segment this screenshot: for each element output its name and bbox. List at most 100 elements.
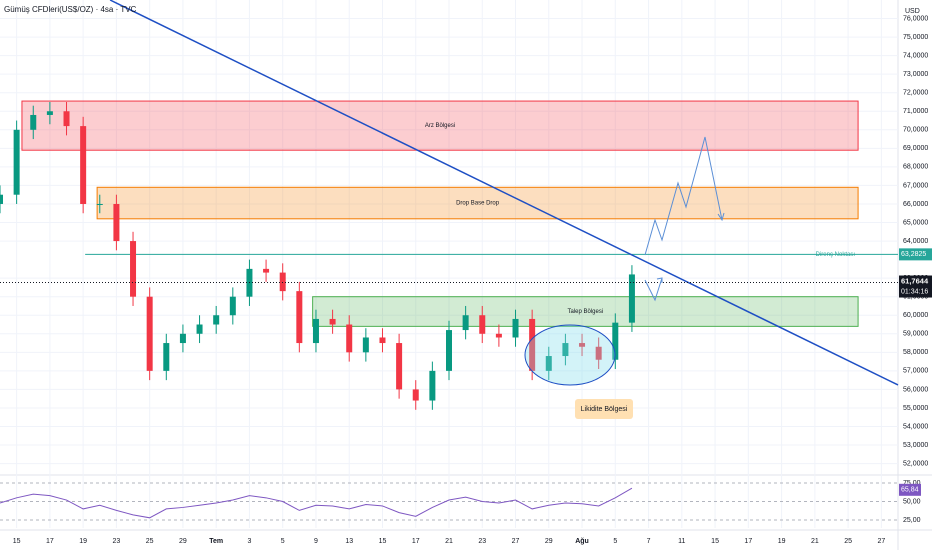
y-tick-label: 60,0000 xyxy=(903,312,928,319)
projection-arrow xyxy=(717,212,725,222)
y-tick-label: 69,0000 xyxy=(903,145,928,152)
x-tick-label: 29 xyxy=(545,538,553,545)
y-tick-label: 56,0000 xyxy=(903,386,928,393)
candle-body xyxy=(130,241,137,297)
candle-body xyxy=(0,194,3,204)
projection-arrow xyxy=(656,277,663,283)
liquidity-label: Likidite Bölgesi xyxy=(581,406,628,413)
candle-body xyxy=(529,318,536,371)
candle-body xyxy=(628,274,635,323)
x-tick-label: 9 xyxy=(314,538,318,545)
zone-label: Arz Bölgesi xyxy=(425,123,455,129)
y-tick-label: 70,0000 xyxy=(903,127,928,134)
candle-body xyxy=(163,343,170,371)
zone-label: Drop Base Drop xyxy=(456,201,500,207)
candle-body xyxy=(229,296,236,316)
resistance-tag xyxy=(899,248,932,261)
candle-body xyxy=(146,296,153,371)
candle-body xyxy=(545,356,552,371)
x-tick-label: Ağu xyxy=(575,538,589,545)
projection-path xyxy=(644,136,723,256)
rsi-tag xyxy=(899,483,921,496)
y-tick-label: 68,0000 xyxy=(903,164,928,171)
candle-body xyxy=(279,272,286,292)
candle-body xyxy=(179,333,186,344)
y-tick-label: 64,0000 xyxy=(903,238,928,245)
candle-body xyxy=(446,330,452,371)
candle-body xyxy=(612,322,619,360)
candle-body xyxy=(30,114,37,130)
candle-body xyxy=(263,268,270,273)
zone-label: Talep Bölgesi xyxy=(568,309,604,315)
x-tick-label: 25 xyxy=(146,538,154,545)
x-tick-label: 23 xyxy=(113,538,121,545)
candle-body xyxy=(595,346,602,360)
candle-body xyxy=(512,318,519,338)
candle-body xyxy=(346,324,353,353)
y-tick-label: 58,0000 xyxy=(903,349,928,356)
zone xyxy=(96,186,859,220)
rsi-line xyxy=(0,487,633,519)
countdown: 01:34:16 xyxy=(901,288,928,295)
x-tick-label: 17 xyxy=(744,538,752,545)
x-tick-label: 7 xyxy=(647,538,651,545)
x-tick-label: 27 xyxy=(512,538,520,545)
symbol-title: Gümüş CFDleri(US$/OZ) · 4sa · TVC xyxy=(4,5,137,14)
x-tick-label: 5 xyxy=(281,538,285,545)
candle-body xyxy=(63,111,70,127)
projection-path xyxy=(644,277,663,302)
candle-body xyxy=(412,389,419,401)
candle-body xyxy=(80,126,87,204)
candle-body xyxy=(495,333,502,338)
liquidity-ellipse xyxy=(524,324,616,386)
y-tick-label: 73,0000 xyxy=(903,71,928,78)
x-tick-label: 15 xyxy=(379,538,387,545)
last-price-value: 61,7644 xyxy=(901,277,929,286)
x-tick-label: 5 xyxy=(613,538,617,545)
candle-body xyxy=(13,129,20,195)
x-tick-label: 25 xyxy=(844,538,852,545)
candle-body xyxy=(429,370,436,401)
y-tick-label: 67,0000 xyxy=(903,182,928,189)
x-tick-label: 27 xyxy=(877,538,885,545)
x-tick-label: 17 xyxy=(46,538,54,545)
candle-body xyxy=(329,318,336,325)
currency: USD xyxy=(905,8,920,15)
x-tick-label: 13 xyxy=(345,538,353,545)
y-tick-label: 74,0000 xyxy=(903,52,928,59)
candle-body xyxy=(462,315,469,331)
candle-body xyxy=(562,343,569,357)
y-tick-label: 59,0000 xyxy=(903,331,928,338)
x-tick-label: 21 xyxy=(445,538,453,545)
y-tick-label: 57,0000 xyxy=(903,368,928,375)
x-tick-label: Tem xyxy=(209,538,223,545)
y-tick-label: 76,0000 xyxy=(903,15,928,22)
y-tick-label: 50,00 xyxy=(903,498,921,505)
y-tick-label: 75,0000 xyxy=(903,34,928,41)
candle-body xyxy=(196,324,203,334)
y-tick-label: 75,00 xyxy=(903,480,921,487)
zone xyxy=(21,100,859,151)
candle-body xyxy=(362,337,369,353)
y-tick-label: 55,0000 xyxy=(903,405,928,412)
candle-body xyxy=(46,111,53,115)
x-tick-label: 19 xyxy=(79,538,87,545)
y-tick-label: 71,0000 xyxy=(903,108,928,115)
candle-body xyxy=(479,315,486,334)
y-tick-label: 65,0000 xyxy=(903,219,928,226)
y-tick-label: 53,0000 xyxy=(903,442,928,449)
candle-body xyxy=(296,291,303,344)
candle-body xyxy=(96,203,103,205)
x-tick-label: 21 xyxy=(811,538,819,545)
x-tick-label: 15 xyxy=(13,538,21,545)
y-tick-label: 54,0000 xyxy=(903,423,928,430)
candle-body xyxy=(579,343,586,347)
y-tick-label: 72,0000 xyxy=(903,90,928,97)
x-tick-label: 19 xyxy=(778,538,786,545)
candle-body xyxy=(113,203,120,242)
y-tick-label: 66,0000 xyxy=(903,201,928,208)
candle-body xyxy=(312,318,319,344)
candle-body xyxy=(213,315,220,325)
